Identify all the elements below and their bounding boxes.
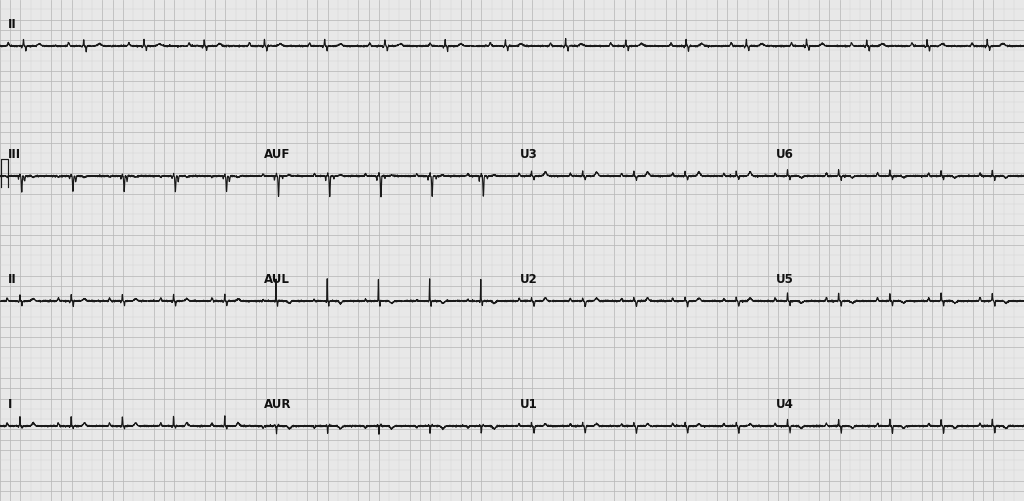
Text: U1: U1 xyxy=(520,398,538,411)
Text: U6: U6 xyxy=(776,148,794,161)
Text: I: I xyxy=(8,398,12,411)
Text: III: III xyxy=(8,148,22,161)
Text: U3: U3 xyxy=(520,148,538,161)
Text: U2: U2 xyxy=(520,273,538,286)
Text: II: II xyxy=(8,18,16,31)
Text: II: II xyxy=(8,273,16,286)
Text: AUF: AUF xyxy=(264,148,291,161)
Text: U4: U4 xyxy=(776,398,794,411)
Text: U5: U5 xyxy=(776,273,794,286)
Text: AUL: AUL xyxy=(264,273,290,286)
Text: AUR: AUR xyxy=(264,398,292,411)
